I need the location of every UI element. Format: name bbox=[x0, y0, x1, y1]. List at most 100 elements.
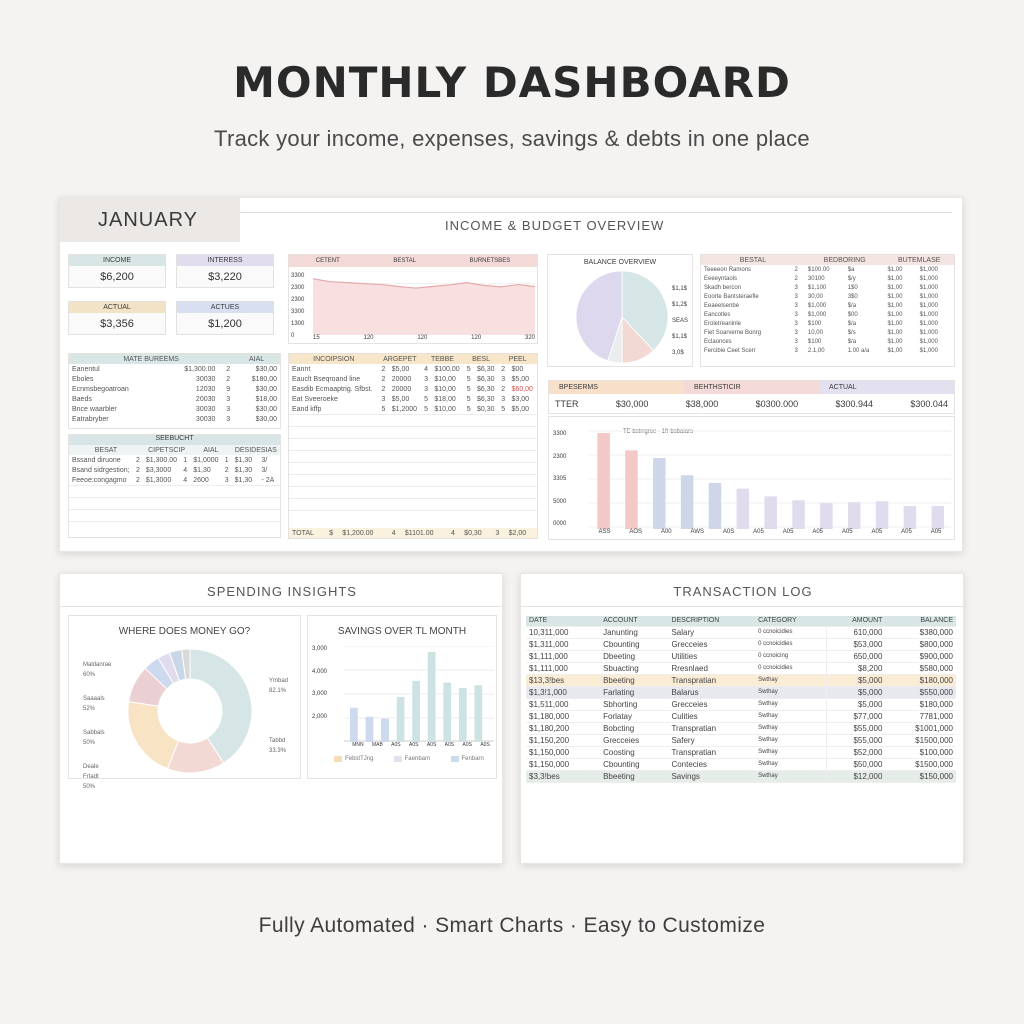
bar-ytick: 0000 bbox=[553, 521, 567, 527]
table-row[interactable]: $1,111,000 Dbeeting Utilities 0 ccnoicing 65… bbox=[526, 650, 956, 663]
table-cell: 2 bbox=[794, 275, 798, 282]
log-cell: Swthay bbox=[755, 686, 827, 699]
table-cell: $00 bbox=[511, 365, 524, 373]
bar-xtick: A05 bbox=[753, 529, 764, 535]
bar-chart bbox=[589, 430, 951, 529]
table-cell: $3,3000 bbox=[145, 466, 172, 474]
log-cell: $1500,000 bbox=[885, 758, 956, 771]
table-row[interactable]: $1,511,000 Sbhorting Grecceies Swthay $5,000… bbox=[526, 698, 956, 711]
bar bbox=[847, 502, 861, 529]
table-cell: $1,00 bbox=[887, 275, 903, 282]
area-header: BESTAL bbox=[393, 258, 416, 264]
table-row[interactable]: $1,180,000 Forlatay Culities Swthay $77,000 7… bbox=[526, 710, 956, 723]
log-cell: $1,150,000 bbox=[526, 746, 601, 759]
expense-header: BESL bbox=[463, 354, 499, 364]
savings-legend-item: Fenbarn bbox=[450, 756, 484, 762]
table-cell: $1,000 bbox=[807, 311, 827, 318]
table-row[interactable]: $3,3!bes Bbeeting Savings Swthay $12,000 $150… bbox=[526, 770, 956, 783]
table-row: Eancotles 3 $1,000 $00 $1,00 $1,000 bbox=[701, 310, 954, 319]
month-tab[interactable]: JANUARY bbox=[60, 198, 240, 242]
table-row: Eeaeelsenbe 3 $1,000 $/a $1,00 $1,000 bbox=[701, 301, 954, 310]
table-row: Feeoe:congagmo 2 $1,3000 4 2600 3 $1,30 - 2A bbox=[69, 475, 280, 485]
pie-slice bbox=[621, 270, 669, 352]
table-cell: $/s bbox=[847, 329, 856, 336]
bar-ytick: 3300 bbox=[553, 431, 567, 437]
table-cell: $1,0000 bbox=[193, 456, 219, 464]
footer-tagline: Fully Automated · Smart Charts · Easy to… bbox=[258, 914, 766, 937]
table-row: Easdib Ecmaaptrig. Sfbst. 2 20000 3 $10,00 5 $… bbox=[289, 384, 537, 394]
table-cell: $1,30 bbox=[193, 466, 211, 474]
hero-subtitle: Track your income, expenses, savings & d… bbox=[214, 126, 810, 151]
total-cell: $0,30 bbox=[464, 529, 482, 537]
table-cell: 3 bbox=[794, 338, 798, 345]
bar-xtick: AOS bbox=[629, 529, 643, 535]
table-row[interactable]: $1,150,000 Cbounting Contecies Swthay $50,00… bbox=[526, 758, 956, 771]
table-row[interactable]: $1,150,200 Grecceies Safery Swthay $55,000 $1… bbox=[526, 734, 956, 747]
log-cell: $55,000 bbox=[826, 722, 886, 735]
table-cell: $a bbox=[847, 266, 855, 273]
bar-xtick: AWS bbox=[690, 529, 704, 535]
table-cell: $1,00 bbox=[887, 302, 903, 309]
table-row[interactable]: $13,3!bes Bbeeting Transpratian Swthay $5,00… bbox=[526, 674, 956, 687]
bar bbox=[820, 503, 833, 529]
bar-ytick: 5000 bbox=[553, 498, 567, 505]
table-row[interactable]: $1,180,200 Bobcting Transpratian Swthay $55,… bbox=[526, 722, 956, 735]
area-chart bbox=[313, 271, 535, 335]
table-cell: $1,00 bbox=[887, 266, 903, 273]
bar bbox=[458, 688, 467, 742]
log-cell: 0 ccnoicidies bbox=[755, 662, 827, 675]
right-header: BUTEMLASE bbox=[884, 255, 954, 265]
table-row[interactable]: $1,111,000 Sbuacting Rresnlaed 0 ccnoicidie… bbox=[526, 662, 956, 675]
table-cell: 30030 bbox=[195, 405, 216, 413]
expense-header: PEEL bbox=[498, 354, 537, 364]
area-ytick: 3300 bbox=[291, 309, 305, 315]
table-cell: 2.1,00 bbox=[807, 347, 825, 354]
table-row[interactable]: $1,311,000 Cbounting Grecceies 0 ccnoicidie… bbox=[526, 638, 956, 651]
table-row: Eclaonces 3 $100 $/a $1,00 $1,000 bbox=[701, 337, 954, 346]
donut-slice bbox=[189, 648, 253, 764]
table-cell: $1,000 bbox=[919, 275, 938, 282]
total-cell: 4 bbox=[451, 529, 455, 537]
table-cell: Eannt bbox=[292, 365, 311, 373]
table-row: Eannt 2 $5,00 4 $100,00 5 $6,30 2 $00 bbox=[289, 364, 537, 374]
donut-label: Frtadt bbox=[83, 774, 99, 780]
balance-title: BALANCE OVERVIEW bbox=[583, 259, 657, 266]
table-row[interactable]: 10,311,000 Janunting Salary 0 ccnoicidies 61… bbox=[526, 626, 956, 639]
table-cell: Bssand diruone bbox=[72, 456, 121, 464]
table-row[interactable]: $1,3!1,000 Farlating Balarus Swthay $5,000 $5… bbox=[526, 686, 956, 699]
area-xtick: 120 bbox=[471, 335, 482, 341]
table-row[interactable]: $1,150,000 Coosting Transpratian Swthay $52,… bbox=[526, 746, 956, 759]
bar bbox=[625, 450, 638, 529]
table-cell: $6,30 bbox=[476, 385, 495, 393]
table-cell: 3 bbox=[226, 395, 231, 403]
bar-xtick: A05 bbox=[871, 529, 883, 535]
table-cell: 3/ bbox=[261, 466, 268, 474]
total-cell: 4 bbox=[391, 529, 396, 537]
table-cell: $30,00 bbox=[255, 405, 277, 413]
log-cell: Swthay bbox=[755, 710, 827, 723]
table-row: Eat Sveeroeke 3 $5,00 5 $18,00 5 $6,30 3 $3,00 bbox=[289, 394, 537, 404]
log-cell: Utilities bbox=[668, 650, 756, 663]
table-cell: 20030 bbox=[195, 395, 216, 403]
pie-label: $1,1$ bbox=[672, 286, 688, 292]
table-cell: 1 bbox=[224, 456, 229, 464]
table-cell: $5,00 bbox=[511, 405, 530, 413]
table-row: Bssand diruone 2 $1,300.00 1 $1,0000 1 $1,30 3/ bbox=[69, 455, 280, 465]
area-ytick: 1300 bbox=[291, 321, 305, 327]
total-cell: TOTAL bbox=[292, 529, 314, 537]
table-row: Fiet Soarverne Bonrg 3 10,00 $/s $1,00 $1,000 bbox=[701, 328, 954, 337]
log-cell: $55,000 bbox=[826, 734, 886, 747]
table-cell: 3 bbox=[424, 375, 429, 383]
table-cell: 5 bbox=[501, 405, 506, 413]
table-cell: $100.00 bbox=[807, 266, 830, 273]
summary-value: $300.044 bbox=[910, 399, 948, 409]
bar bbox=[680, 475, 694, 529]
debt-table: SEEBUCHT BESAT CIPETSCIP AIAL DESIDESIAS Bss… bbox=[68, 434, 281, 538]
log-cell: 10,311,000 bbox=[526, 626, 601, 639]
summary-value: $30,000 bbox=[615, 399, 649, 409]
table-cell: 9 bbox=[226, 385, 231, 393]
table-cell: $1,00 bbox=[887, 338, 903, 345]
bar-ytick: 3305 bbox=[553, 476, 567, 482]
table-cell: 3 bbox=[424, 385, 429, 393]
savings-legend-item: Faenbarn bbox=[393, 756, 430, 762]
